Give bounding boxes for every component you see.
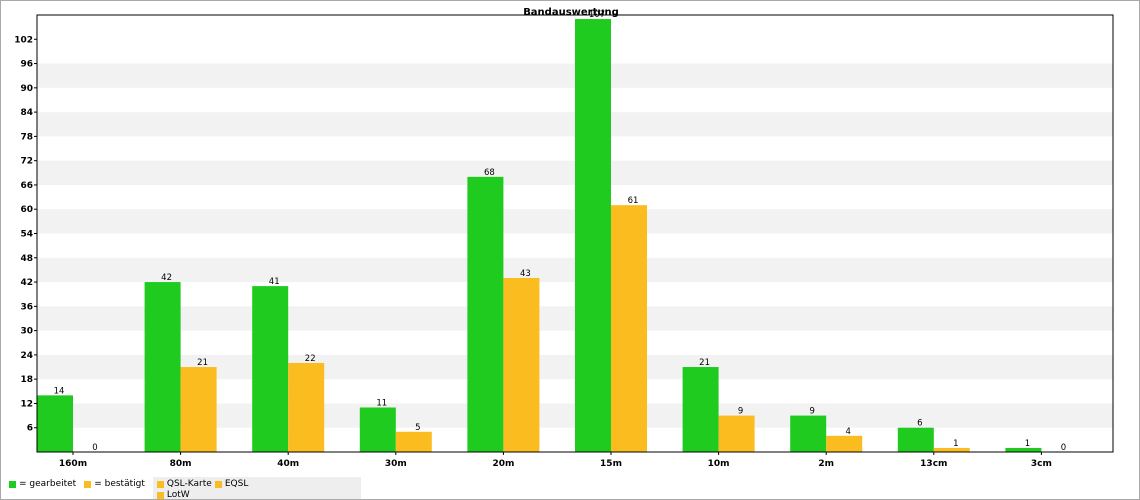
legend-eqsl-label: EQSL	[224, 479, 249, 489]
band-chart: 140160m422180m412240m11530m684320m107611…	[14, 7, 1114, 469]
data-label: 68	[484, 168, 495, 178]
y-tick-label: 30	[20, 327, 33, 337]
data-label: 41	[269, 277, 280, 287]
y-tick-label: 36	[20, 302, 33, 312]
data-label: 21	[197, 358, 208, 368]
confirmed-swatch	[84, 480, 92, 488]
y-tick-label: 90	[20, 84, 33, 94]
y-tick-label: 12	[20, 399, 33, 409]
legend-item-eqsl: EQSL	[214, 479, 249, 489]
x-tick-label: 15m	[600, 459, 622, 469]
data-label: 1	[953, 439, 958, 449]
x-tick-label: 3cm	[1031, 459, 1052, 469]
legend-item-worked: = gearbeitet	[9, 479, 76, 489]
bar-bestätigt-10m	[718, 415, 755, 452]
legend-item-lotw: LotW	[156, 490, 190, 500]
bar-gearbeitet-30m	[359, 407, 396, 452]
bar-bestätigt-40m	[288, 362, 325, 452]
bar-bestätigt-13cm	[933, 447, 970, 452]
bar-gearbeitet-15m	[575, 19, 611, 453]
data-label: 107	[589, 10, 605, 20]
y-tick-label: 84	[20, 108, 33, 118]
x-tick-label: 20m	[492, 459, 514, 469]
y-tick-label: 54	[20, 230, 33, 240]
data-label: 22	[305, 354, 316, 364]
y-tick-label: 60	[20, 205, 33, 215]
y-tick-label: 6	[27, 424, 33, 434]
data-label: 4	[845, 427, 850, 437]
y-tick-label: 42	[20, 278, 33, 288]
data-label: 21	[699, 358, 710, 368]
data-label: 9	[809, 407, 814, 417]
lotw-swatch	[156, 491, 164, 499]
legend-confirmed-label: = bestätigt	[94, 479, 145, 489]
eqsl-swatch	[214, 480, 222, 488]
data-label: 9	[738, 407, 743, 417]
y-tick-label: 96	[20, 60, 33, 70]
bar-bestätigt-2m	[826, 435, 863, 452]
data-label: 1	[1025, 439, 1030, 449]
y-tick-label: 48	[20, 254, 33, 264]
y-tick-label: 18	[20, 375, 33, 385]
bar-gearbeitet-3cm	[1005, 447, 1042, 452]
bar-gearbeitet-13cm	[897, 427, 934, 452]
bar-bestätigt-80m	[180, 367, 217, 452]
data-label: 61	[628, 196, 639, 206]
bar-bestätigt-30m	[395, 431, 432, 452]
legend: = gearbeitet = bestätigt QSL-Karte EQSL …	[9, 477, 361, 500]
x-tick-label: 40m	[277, 459, 299, 469]
chart-title: Bandauswertung	[523, 7, 619, 18]
data-label: 11	[376, 398, 387, 408]
data-label: 6	[917, 419, 922, 429]
x-tick-label: 30m	[385, 459, 407, 469]
bar-gearbeitet-40m	[252, 286, 289, 452]
qsl-card-swatch	[156, 480, 164, 488]
x-tick-label: 160m	[59, 459, 87, 469]
data-label: 0	[92, 443, 97, 453]
x-tick-label: 10m	[708, 459, 730, 469]
y-tick-label: 102	[14, 35, 33, 45]
data-label: 14	[54, 386, 65, 396]
legend-lotw-label: LotW	[166, 490, 190, 500]
worked-swatch	[9, 480, 16, 488]
data-label: 43	[520, 269, 531, 279]
data-label: 42	[161, 273, 172, 283]
x-tick-label: 80m	[170, 459, 192, 469]
bar-bestätigt-20m	[503, 278, 540, 452]
bar-bestätigt-15m	[611, 205, 647, 452]
legend-qsl-card-label: QSL-Karte	[166, 479, 212, 489]
bar-gearbeitet-2m	[790, 415, 827, 452]
confirmation-type-legend: QSL-Karte EQSL LotW	[152, 477, 361, 500]
data-label: 0	[1061, 443, 1066, 453]
bar-gearbeitet-80m	[144, 282, 181, 452]
y-tick-label: 78	[20, 132, 33, 142]
bar-gearbeitet-160m	[37, 395, 73, 452]
legend-worked-label: = gearbeitet	[19, 479, 77, 489]
bar-gearbeitet-20m	[467, 176, 504, 452]
plot-border	[36, 14, 1114, 453]
y-tick-label: 66	[20, 181, 33, 191]
y-tick-label: 72	[20, 157, 33, 167]
data-label: 5	[415, 423, 420, 433]
legend-item-confirmed: = bestätigt	[84, 479, 145, 489]
axes	[34, 14, 1114, 455]
x-tick-label: 2m	[818, 459, 834, 469]
y-tick-label: 24	[20, 351, 33, 361]
legend-item-qsl-card: QSL-Karte	[156, 479, 212, 489]
label-group: 140160m422180m412240m11530m684320m107611…	[14, 10, 1066, 469]
x-tick-label: 13cm	[920, 459, 947, 469]
bar-gearbeitet-10m	[682, 367, 719, 452]
bar-group	[37, 19, 1042, 453]
